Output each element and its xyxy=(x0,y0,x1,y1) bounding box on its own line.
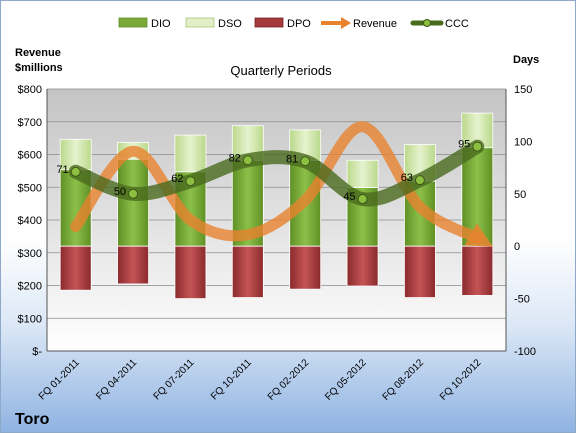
ccc-point xyxy=(472,141,483,152)
legend-swatch-dpo xyxy=(254,17,284,28)
ccc-data-label: 50 xyxy=(114,186,126,198)
labels-layer: 71 50 62 82 81 45 63 95 xyxy=(56,139,470,203)
dso-bar xyxy=(461,112,494,149)
dpo-bar xyxy=(404,245,436,298)
right-tick-label: -50 xyxy=(514,294,530,306)
lines-layer xyxy=(68,121,493,247)
ccc-point xyxy=(185,176,196,187)
left-tick-label: $300 xyxy=(18,248,42,260)
left-tick-label: $200 xyxy=(18,281,42,293)
left-tick-label: $500 xyxy=(18,182,42,194)
ccc-data-label: 82 xyxy=(229,152,241,164)
company-name: Toro xyxy=(15,411,50,428)
ccc-data-label: 45 xyxy=(343,191,355,203)
left-axis-title-line1: Revenue xyxy=(15,47,61,59)
legend-label: DIO xyxy=(151,18,171,30)
left-tick-label: $- xyxy=(32,346,42,358)
right-axis-title: Days xyxy=(513,54,539,66)
dpo-bar xyxy=(231,245,264,298)
ccc-point xyxy=(128,188,139,199)
x-tick-label: FQ 04-2011 xyxy=(94,357,139,402)
dso-bar xyxy=(174,134,207,173)
legend-label: Revenue xyxy=(353,18,397,30)
x-tick-label: FQ 07-2011 xyxy=(152,357,197,402)
ccc-data-label: 81 xyxy=(286,153,298,165)
dpo-bar xyxy=(59,245,92,291)
x-tick-label: FQ 08-2012 xyxy=(381,357,427,403)
right-tick-label: 150 xyxy=(514,84,532,96)
left-tick-label: $400 xyxy=(18,215,42,227)
ccc-data-label: 62 xyxy=(171,173,183,185)
right-tick-label: -100 xyxy=(514,346,536,358)
chart-title: Quarterly Periods xyxy=(230,63,332,78)
left-axis-title-line2: $millions xyxy=(15,62,63,74)
x-tick-label: FQ 02-2012 xyxy=(266,357,312,403)
dso-bar xyxy=(59,138,92,171)
legend-label: CCC xyxy=(445,18,469,30)
legend-swatch-dio xyxy=(118,17,148,28)
dpo-bar xyxy=(174,245,207,299)
x-tick-label: FQ 10-2011 xyxy=(209,357,254,402)
dpo-bar xyxy=(346,245,379,287)
ccc-point xyxy=(242,155,253,166)
left-tick-label: $800 xyxy=(18,84,42,96)
dpo-bar xyxy=(289,245,322,290)
dso-bar xyxy=(346,159,379,188)
dpo-bar xyxy=(461,245,494,296)
legend-label: DSO xyxy=(218,18,242,30)
dpo-bar xyxy=(117,245,149,285)
legend-label: DPO xyxy=(287,18,311,30)
legend-swatch-dso xyxy=(185,17,215,28)
x-tick-label: FQ 01-2011 xyxy=(37,357,82,402)
legend: DIO DSO DPO Revenue CCC xyxy=(118,17,469,30)
ccc-point xyxy=(357,194,368,205)
ccc-data-label: 63 xyxy=(401,172,413,184)
ccc-point xyxy=(300,156,311,167)
ccc-data-label: 95 xyxy=(458,139,470,151)
right-tick-label: 50 xyxy=(514,189,526,201)
right-tick-label: 100 xyxy=(514,136,532,148)
revenue-line xyxy=(70,121,493,247)
left-tick-label: $600 xyxy=(18,150,42,162)
x-tick-label: FQ 10-2012 xyxy=(438,357,484,403)
left-tick-label: $700 xyxy=(18,117,42,129)
legend-ccc-marker xyxy=(423,19,431,27)
left-tick-label: $100 xyxy=(18,313,42,325)
x-tick-label: FQ 05-2012 xyxy=(323,357,369,403)
ccc-point xyxy=(414,175,425,186)
ccc-data-label: 71 xyxy=(56,164,68,176)
right-tick-label: 0 xyxy=(514,241,520,253)
dio-bar xyxy=(117,158,149,247)
legend-arrowhead xyxy=(341,17,351,29)
ccc-point xyxy=(70,166,81,177)
